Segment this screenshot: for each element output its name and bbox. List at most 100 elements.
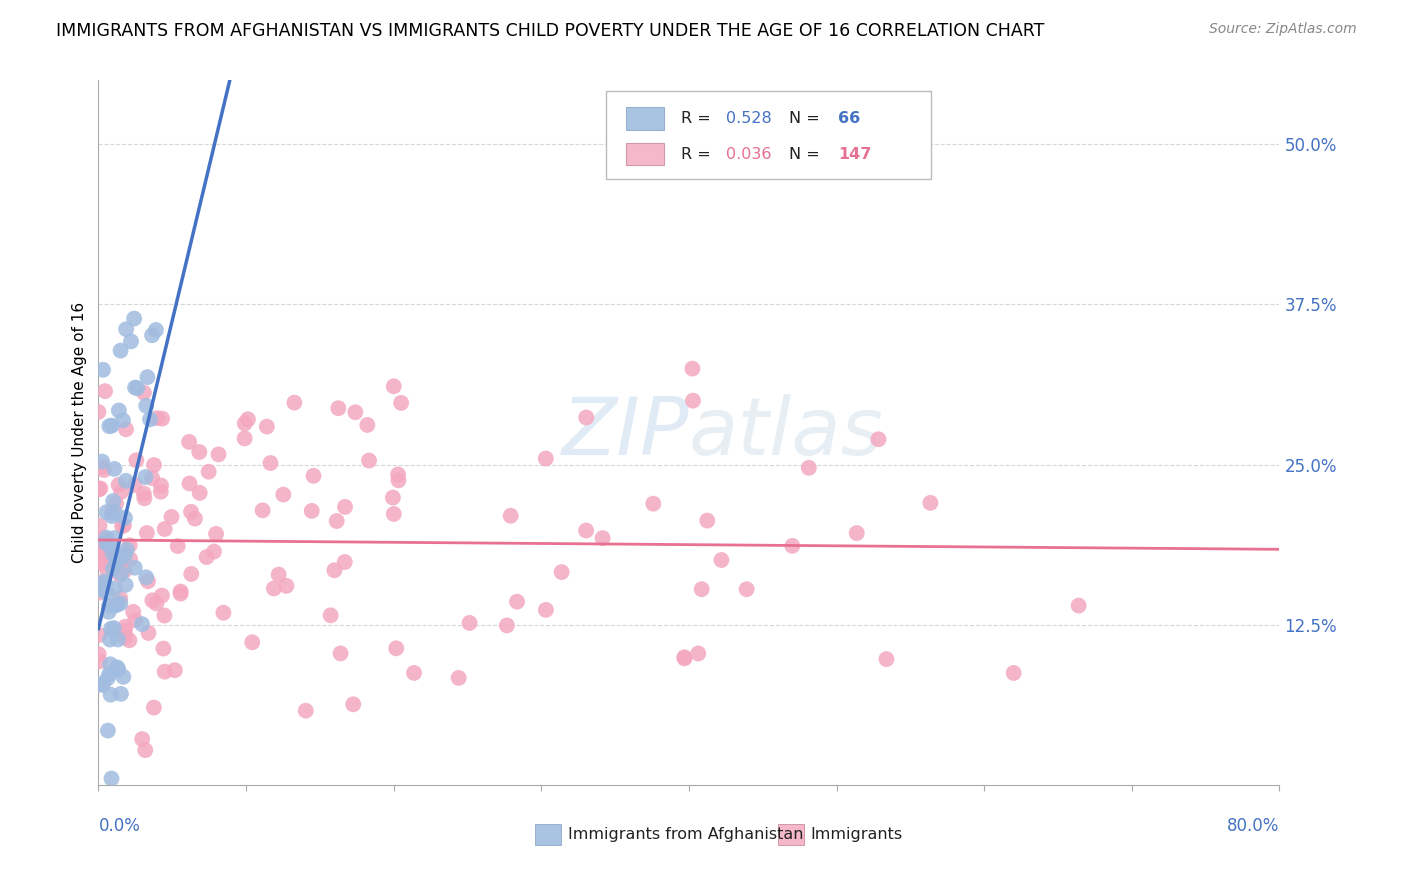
Point [112, 518, 135, 533]
Point [118, 633, 141, 648]
Point [97, 599, 120, 613]
Point [342, 698, 364, 712]
Text: IMMIGRANTS FROM AFGHANISTAN VS IMMIGRANTS CHILD POVERTY UNDER THE AGE OF 16 CORR: IMMIGRANTS FROM AFGHANISTAN VS IMMIGRANT… [56, 22, 1045, 40]
Bar [626, 143, 664, 165]
Point [207, 447, 229, 461]
Point [89, 585, 111, 599]
Point [146, 411, 169, 425]
Point [160, 510, 183, 524]
Point [91, 678, 114, 692]
Point [142, 700, 165, 714]
Point [124, 613, 146, 627]
Point [114, 624, 136, 639]
Text: ZIP: ZIP [561, 393, 689, 472]
Point [107, 632, 129, 647]
Text: atlas: atlas [689, 393, 884, 472]
Point [110, 343, 132, 358]
Point [673, 651, 696, 665]
Point [179, 476, 201, 491]
Point [141, 328, 163, 343]
Point [402, 665, 425, 680]
Text: 0.036: 0.036 [725, 146, 770, 161]
Point [115, 474, 138, 488]
Point [333, 555, 356, 569]
Point [120, 334, 142, 349]
Point [103, 551, 125, 566]
Point [132, 385, 155, 400]
Text: 147: 147 [838, 146, 872, 161]
Point [690, 582, 713, 597]
Point [89, 482, 111, 496]
Point [114, 578, 136, 592]
Point [100, 688, 122, 702]
Point [134, 470, 156, 484]
Point [112, 670, 135, 684]
Point [89, 537, 111, 551]
Point [283, 395, 305, 409]
Point [357, 453, 380, 467]
Point [575, 410, 598, 425]
Point [89, 482, 111, 496]
Point [252, 503, 274, 517]
Point [108, 553, 131, 567]
Point [91, 556, 114, 570]
Point [188, 445, 211, 459]
Point [108, 403, 131, 417]
Point [134, 491, 156, 506]
Point [103, 531, 125, 545]
Point [150, 478, 173, 492]
Point [101, 418, 124, 433]
Point [98, 632, 121, 647]
Point [115, 542, 138, 557]
Point [387, 473, 409, 487]
Point [93, 463, 115, 477]
Text: R =: R = [681, 146, 716, 161]
Point [136, 574, 159, 589]
Text: 0.528: 0.528 [725, 111, 772, 126]
Point [240, 635, 263, 649]
Point [105, 660, 128, 674]
Point [319, 608, 342, 623]
Point [110, 566, 132, 581]
Point [103, 621, 125, 635]
Point [681, 361, 703, 376]
Point [114, 620, 136, 634]
Point [797, 460, 820, 475]
Point [89, 575, 111, 590]
Point [107, 478, 129, 492]
Point [180, 505, 202, 519]
Point [115, 322, 138, 336]
Point [111, 413, 134, 427]
Point [97, 605, 120, 619]
Point [499, 508, 522, 523]
Point [153, 665, 176, 679]
Point [188, 486, 211, 500]
Point [131, 617, 153, 632]
Text: Immigrants from Afghanistan: Immigrants from Afghanistan [568, 827, 804, 842]
Text: 0.0%: 0.0% [98, 817, 141, 835]
Point [98, 657, 121, 672]
Point [381, 491, 404, 505]
Point [138, 626, 160, 640]
Point [111, 519, 134, 533]
Point [108, 557, 131, 571]
Point [143, 458, 166, 472]
Point [98, 549, 121, 563]
Point [153, 522, 176, 536]
Point [98, 419, 121, 434]
Point [105, 553, 128, 567]
Point [385, 641, 408, 656]
Point [101, 561, 124, 575]
Point [135, 570, 157, 584]
Point [124, 478, 146, 492]
Point [458, 615, 481, 630]
Point [1002, 665, 1025, 680]
Point [87, 405, 110, 419]
Text: Immigrants: Immigrants [811, 827, 903, 842]
Point [263, 582, 285, 596]
Point [135, 526, 157, 541]
Point [202, 544, 225, 558]
Bar [778, 823, 803, 845]
Point [259, 456, 281, 470]
Point [110, 687, 132, 701]
